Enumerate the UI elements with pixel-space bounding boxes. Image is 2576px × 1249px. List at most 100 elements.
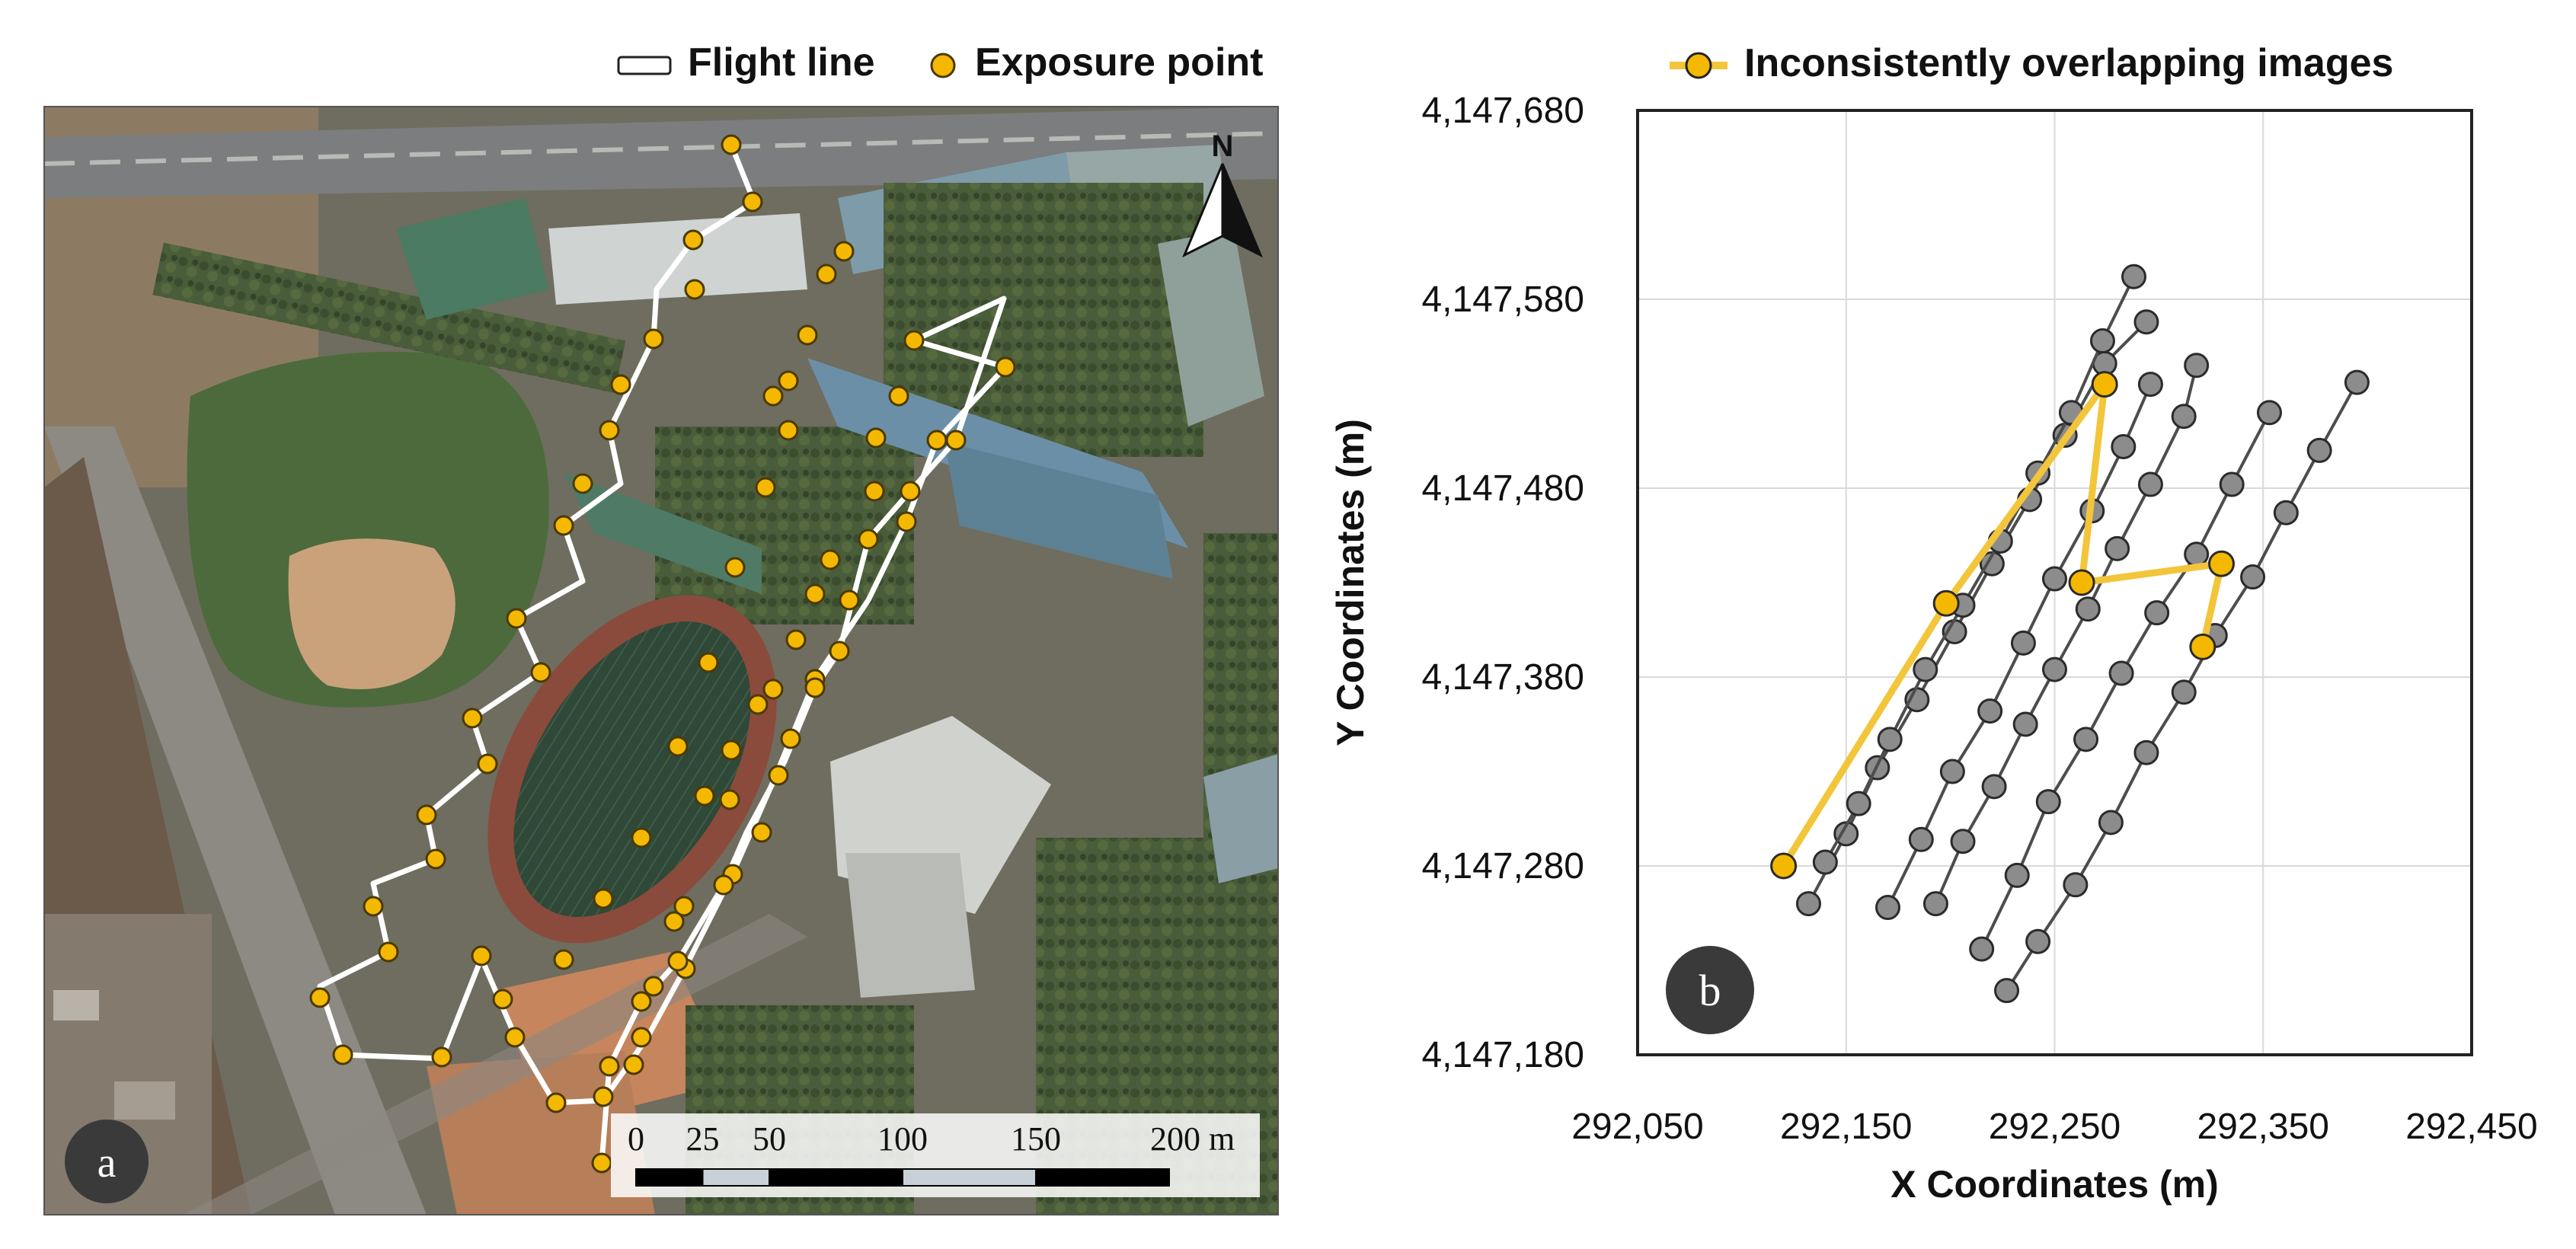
data-point [2171, 679, 2197, 705]
exposure-point [378, 941, 399, 963]
exposure-point [631, 1027, 652, 1048]
exposure-point [591, 1152, 612, 1174]
exposure-point [477, 753, 498, 775]
data-point [2111, 433, 2137, 459]
data-point [2240, 564, 2266, 590]
data-point [1981, 774, 2007, 800]
scale-bar-segment [1035, 1168, 1170, 1187]
data-point [2004, 862, 2030, 888]
exposure-point [599, 1056, 620, 1077]
exposure-point [572, 473, 593, 494]
y-tick-label: 4,147,580 [1421, 280, 1584, 320]
exposure-point [682, 229, 704, 251]
data-point [1939, 759, 1965, 784]
exposure-point [751, 822, 772, 843]
exposure-point [747, 694, 769, 715]
panel-b-label-badge [1666, 946, 1754, 1034]
exposure-point [593, 888, 614, 909]
scale-bar-tick-label: 200 m [1150, 1120, 1235, 1158]
exposure-point [820, 549, 841, 570]
exposure-point [599, 420, 620, 441]
data-point [2073, 727, 2099, 752]
exposure-point [623, 1054, 644, 1075]
exposure-point [462, 708, 483, 729]
data-point [2133, 309, 2159, 335]
exposure-point [631, 991, 652, 1012]
exposure-point [780, 728, 801, 749]
north-arrow-right-half [1221, 163, 1263, 258]
exposure-point [926, 430, 948, 451]
data-point [2089, 328, 2115, 354]
x-axis-tick-labels: 292,050 292,150 292,250 292,350 292,450 [1571, 1107, 2538, 1147]
data-point [2121, 264, 2147, 289]
data-point [1875, 895, 1900, 921]
panel-a-map: Flight line Exposure point [43, 40, 1279, 1215]
data-point [1877, 727, 1903, 752]
exposure-point [900, 481, 921, 502]
exposure-point [903, 330, 925, 351]
highlight-legend-label: Inconsistently overlapping images [1744, 41, 2393, 85]
data-point [2108, 660, 2134, 686]
data-point [1833, 821, 1859, 847]
data-point [1950, 829, 1976, 854]
highlight-point [2068, 569, 2095, 596]
data-point [2075, 596, 2101, 622]
exposure-point [829, 640, 850, 662]
highlight-point [2208, 550, 2235, 577]
scale-bar: 0 25 50 100 150 200 m [611, 1113, 1260, 1197]
exposure-point [492, 989, 513, 1010]
data-point [1994, 978, 2020, 1004]
data-point [1922, 891, 1948, 917]
exposure-point [858, 529, 879, 550]
y-axis-tick-labels: 4,147,180 4,147,280 4,147,380 4,147,480 4,14… [1421, 91, 1584, 1075]
exposure-point [721, 739, 742, 761]
data-point [2344, 369, 2370, 395]
highlight-point [1932, 589, 1960, 617]
highlight-point [1770, 852, 1798, 880]
exposure-point [896, 511, 917, 532]
highlight-point [2091, 371, 2118, 398]
scale-bar-segment [702, 1168, 770, 1187]
exposure-point [719, 789, 740, 810]
scale-bar-segment [902, 1168, 1037, 1187]
exposure-point [332, 1044, 353, 1065]
flight-line-legend-swatch [617, 56, 672, 75]
exposure-point [804, 677, 826, 698]
data-point [2133, 739, 2159, 765]
y-tick-label: 4,147,280 [1421, 846, 1584, 886]
x-axis-label: X Coordinates (m) [1890, 1163, 2219, 1206]
data-point [2219, 471, 2245, 497]
exposure-point [778, 370, 799, 391]
plot-area-frame [1636, 109, 2473, 1056]
exposure-point [643, 976, 664, 997]
scale-bar-tick-label: 150 [1011, 1120, 1061, 1158]
panel-b-chart: Inconsistently overlapping images 4,147,… [1329, 41, 2538, 1206]
exposure-point [778, 420, 799, 441]
highlight-legend-marker [1685, 52, 1712, 79]
x-tick-label: 292,450 [2405, 1107, 2538, 1147]
exposure-point [684, 279, 705, 300]
exposure-point [724, 557, 746, 578]
exposure-point [694, 785, 715, 807]
exposure-point [663, 911, 685, 932]
exposure-point [504, 1027, 526, 1048]
panel-a-label: a [65, 1120, 149, 1203]
y-axis-label: Y Coordinates (m) [1329, 419, 1372, 746]
exposure-point [545, 1092, 567, 1113]
data-point [1977, 698, 2003, 724]
data-point [2144, 600, 2170, 626]
exposure-point [530, 662, 551, 683]
flight-line-legend-label: Flight line [688, 40, 875, 85]
scale-bar-tick-label: 100 [877, 1120, 928, 1158]
exposure-point [431, 1046, 452, 1068]
data-point [2042, 656, 2067, 682]
exposure-point [762, 679, 784, 700]
series-line [1934, 365, 2198, 905]
data-point [2063, 872, 2089, 898]
exposure-point [667, 950, 689, 972]
north-arrow: N [1182, 129, 1263, 258]
map-frame [43, 106, 1279, 1215]
data-point [2010, 630, 2036, 656]
data-point [2273, 500, 2299, 525]
